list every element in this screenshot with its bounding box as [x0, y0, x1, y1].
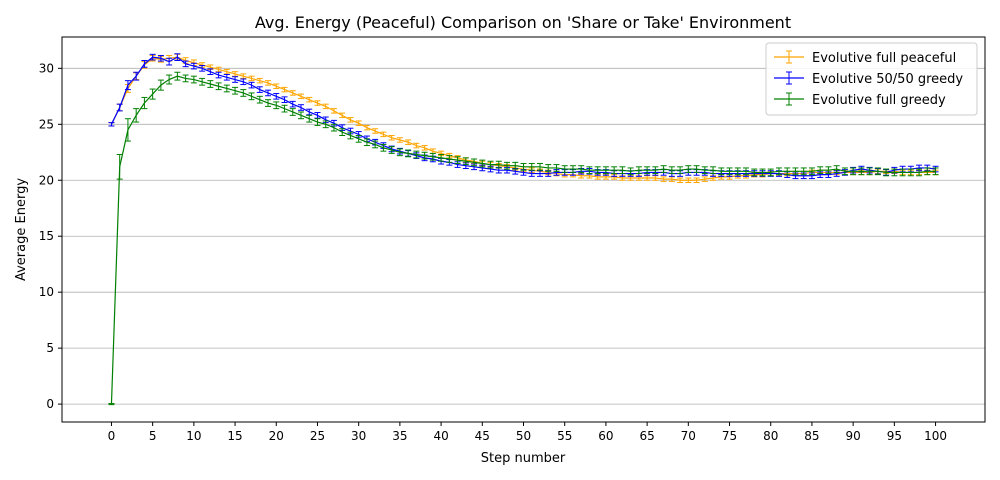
- x-tick-label: 60: [598, 429, 613, 443]
- legend-label: Evolutive 50/50 greedy: [812, 72, 963, 87]
- x-tick-label: 70: [681, 429, 696, 443]
- x-tick-label: 85: [804, 429, 819, 443]
- x-tick-label: 75: [722, 429, 737, 443]
- x-tick-label: 100: [924, 429, 947, 443]
- x-tick-label: 30: [351, 429, 366, 443]
- x-tick-label: 55: [557, 429, 572, 443]
- x-tick-label: 15: [227, 429, 242, 443]
- legend: Evolutive full peaceful Evolutive 50/50 g…: [765, 42, 978, 116]
- y-axis-title: Average Energy: [14, 178, 29, 281]
- y-tick-label: 25: [39, 117, 54, 131]
- x-tick-label: 20: [269, 429, 284, 443]
- legend-item: Evolutive full greedy: [774, 92, 946, 108]
- plot-series: [108, 53, 939, 406]
- x-tick-label: 35: [392, 429, 407, 443]
- legend-item: Evolutive 50/50 greedy: [774, 71, 963, 87]
- y-tick-label: 10: [39, 285, 54, 299]
- x-axis: 0 5 10 15 20 25 30 35 40 45 50 55 60 65 70 75 80 85 90 95 10…: [108, 422, 947, 443]
- legend-item: Evolutive full peaceful: [774, 50, 956, 66]
- x-tick-label: 0: [108, 429, 116, 443]
- legend-label: Evolutive full greedy: [812, 93, 946, 108]
- y-tick-label: 20: [39, 173, 54, 187]
- legend-label: Evolutive full peaceful: [812, 51, 956, 66]
- x-tick-label: 50: [516, 429, 531, 443]
- x-tick-label: 95: [887, 429, 902, 443]
- x-tick-label: 65: [639, 429, 654, 443]
- x-tick-label: 25: [310, 429, 325, 443]
- y-axis: 0 5 10 15 20 25 30: [39, 61, 62, 411]
- x-tick-label: 40: [433, 429, 448, 443]
- x-axis-title: Step number: [481, 451, 566, 466]
- y-tick-label: 5: [46, 341, 54, 355]
- legend-box: [765, 42, 978, 116]
- y-tick-label: 0: [46, 397, 54, 411]
- y-tick-label: 15: [39, 229, 54, 243]
- x-tick-label: 5: [149, 429, 157, 443]
- x-tick-label: 80: [763, 429, 778, 443]
- x-tick-label: 10: [186, 429, 201, 443]
- x-tick-label: 45: [475, 429, 490, 443]
- chart-title: Avg. Energy (Peaceful) Comparison on 'Sh…: [255, 13, 791, 32]
- series-3: [108, 71, 939, 406]
- x-tick-label: 90: [846, 429, 861, 443]
- y-tick-label: 30: [39, 61, 54, 75]
